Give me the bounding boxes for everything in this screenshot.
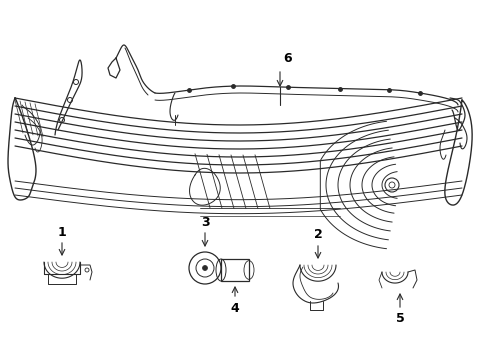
Text: 5: 5	[395, 311, 404, 324]
Text: 3: 3	[200, 216, 209, 229]
Text: 2: 2	[313, 229, 322, 242]
Text: 4: 4	[230, 302, 239, 315]
Bar	[221, 259, 248, 281]
Text: 1: 1	[58, 225, 66, 238]
Text: 6: 6	[283, 53, 292, 66]
Circle shape	[202, 266, 207, 270]
